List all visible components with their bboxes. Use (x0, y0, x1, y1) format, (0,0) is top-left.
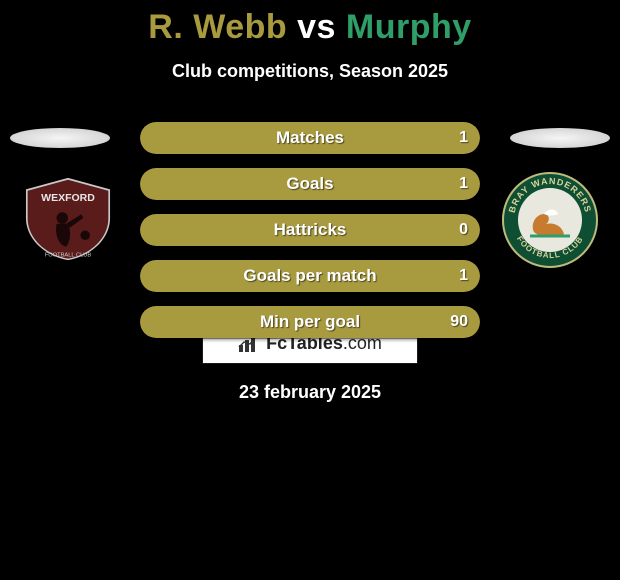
bar-fill-right (310, 306, 480, 338)
player-shadow-right (510, 128, 610, 148)
bar-fill-right (310, 168, 480, 200)
stat-bars: Matches1 Goals1 Hattricks0 Goals per match1… (140, 122, 480, 352)
comparison-infographic: R. Webb vs Murphy Club competitions, Sea… (0, 0, 620, 580)
bar-fill-left (140, 306, 310, 338)
title-player1: R. Webb (148, 8, 287, 46)
bar-fill-left (140, 168, 310, 200)
stat-row: Goals1 (140, 168, 480, 200)
bar-fill-left (140, 214, 310, 246)
svg-text:WEXFORD: WEXFORD (41, 192, 95, 204)
page-title: R. Webb vs Murphy (0, 0, 620, 47)
svg-text:FOOTBALL CLUB: FOOTBALL CLUB (45, 252, 92, 258)
player-shadow-left (10, 128, 110, 148)
stat-row: Matches1 (140, 122, 480, 154)
subtitle: Club competitions, Season 2025 (0, 61, 620, 82)
bar-fill-left (140, 122, 310, 154)
club-badge-left: WEXFORD FOOTBALL CLUB (20, 176, 116, 262)
footer-date: 23 february 2025 (0, 382, 620, 403)
club-badge-right: BRAY WANDERERS FOOTBALL CLUB (500, 170, 600, 270)
bar-fill-right (310, 122, 480, 154)
bar-fill-left (140, 260, 310, 292)
bar-fill-right (310, 214, 480, 246)
title-vs: vs (297, 8, 336, 46)
stat-row: Goals per match1 (140, 260, 480, 292)
title-player2: Murphy (346, 8, 472, 46)
stat-row: Min per goal90 (140, 306, 480, 338)
stat-row: Hattricks0 (140, 214, 480, 246)
bar-fill-right (310, 260, 480, 292)
